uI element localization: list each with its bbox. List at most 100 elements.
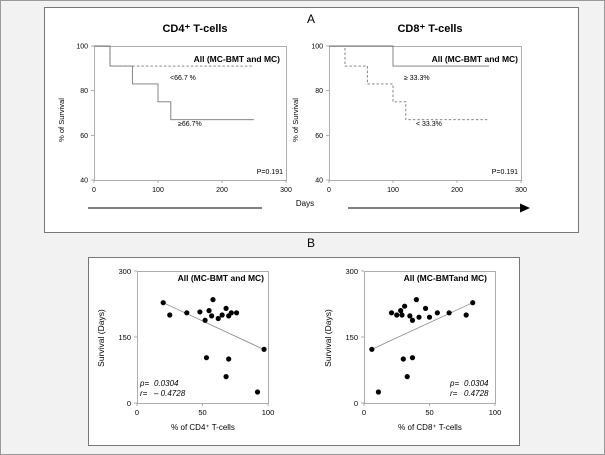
scatter-cd8-ylabel: Survival (Days) xyxy=(323,309,333,367)
km-x-tick-label: 0 xyxy=(92,187,96,194)
km-series-line xyxy=(329,45,489,67)
km-cd4-title: CD4⁺ T-cells xyxy=(162,23,227,35)
scatter-point xyxy=(399,312,405,318)
scatter-cd8-xlabel: % of CD8⁺ T-cells xyxy=(398,423,462,432)
panel-a-frame xyxy=(44,7,579,233)
scatter-point xyxy=(160,300,166,306)
scatter-cd4-p-value: 0.0304 xyxy=(154,379,179,388)
scatter-cd4-ylabel: Survival (Days) xyxy=(96,309,106,367)
scatter-chart-cd4: All (MC-BMT and MC) Survival (Days) % of… xyxy=(96,267,274,432)
scatter-y-tick-label: 300 xyxy=(345,267,358,276)
km-cd8-title: CD8⁺ T-cells xyxy=(397,23,462,35)
km-cd8-plot-frame xyxy=(329,46,522,181)
scatter-point xyxy=(202,317,208,323)
scatter-x-tick-label: 0 xyxy=(135,408,139,417)
scatter-y-tick-label: 300 xyxy=(118,267,131,276)
km-series-line xyxy=(94,45,254,67)
km-x-tick-label: 300 xyxy=(515,187,527,194)
km-y-tick-label: 60 xyxy=(315,133,323,140)
scatter-cd8-p-label: p= xyxy=(449,379,459,388)
scatter-point xyxy=(261,346,267,352)
scatter-point xyxy=(446,310,452,316)
scatter-point xyxy=(470,300,476,306)
scatter-cd8-box-label: All (MC-BMTand MC) xyxy=(404,273,488,283)
panel-a-label: A xyxy=(307,12,315,26)
km-cd4-box-label: All (MC-BMT and MC) xyxy=(194,54,281,64)
scatter-point xyxy=(416,314,422,320)
km-x-tick-label: 100 xyxy=(387,187,399,194)
scatter-cd8-r-label: r= xyxy=(450,389,458,398)
scatter-x-tick-label: 100 xyxy=(489,408,502,417)
scatter-cd4-r-value: – 0.4728 xyxy=(153,389,186,398)
km-series-line xyxy=(329,45,489,121)
scatter-y-tick-label: 0 xyxy=(354,399,358,408)
scatter-cd4-xlabel: % of CD4⁺ T-cells xyxy=(171,423,235,432)
km-cd4-plot-frame xyxy=(94,46,287,181)
scatter-point xyxy=(375,389,382,395)
km-y-tick-label: 100 xyxy=(76,44,88,51)
scatter-trend-line xyxy=(371,302,473,350)
scatter-point xyxy=(209,313,215,319)
scatter-cd8-plot-frame xyxy=(364,271,496,404)
km-y-tick-label: 80 xyxy=(80,88,88,95)
km-series-label: <66.7 % xyxy=(170,75,196,82)
scatter-chart-cd8: All (MC-BMTand MC) Survival (Days) % of … xyxy=(323,267,501,432)
scatter-x-tick-label: 100 xyxy=(262,408,275,417)
panel-b-label: B xyxy=(307,236,315,250)
scatter-point xyxy=(215,315,221,322)
scatter-point xyxy=(422,305,429,311)
scatter-point xyxy=(404,374,410,380)
scatter-point xyxy=(254,389,261,395)
km-cd8-box-label: All (MC-BMT and MC) xyxy=(432,54,519,64)
km-chart-cd4: CD4⁺ T-cells All (MC-BMT and MC) P=0.191… xyxy=(57,23,292,194)
scatter-point xyxy=(409,317,416,323)
km-x-tick-label: 200 xyxy=(216,187,228,194)
scatter-point xyxy=(388,310,395,316)
scatter-cd4-r-label: r= xyxy=(140,389,148,398)
km-y-tick-label: 100 xyxy=(311,44,323,51)
scatter-x-tick-label: 50 xyxy=(425,408,433,417)
scatter-point xyxy=(184,310,190,316)
scatter-point xyxy=(226,356,232,362)
km-series-line xyxy=(94,45,254,121)
scatter-point xyxy=(407,313,413,319)
km-y-tick-label: 80 xyxy=(315,88,323,95)
scatter-point xyxy=(203,355,210,361)
km-series-label: ≥66.7% xyxy=(178,121,202,128)
panel-b-frame xyxy=(88,257,520,446)
days-axis-label: Days xyxy=(296,199,314,208)
km-x-tick-label: 100 xyxy=(152,187,164,194)
scatter-point xyxy=(426,314,433,320)
scatter-x-tick-label: 50 xyxy=(198,408,206,417)
scatter-cd8-p-value: 0.0304 xyxy=(464,379,489,388)
scatter-point xyxy=(206,308,212,314)
scatter-point xyxy=(463,312,469,318)
scatter-point xyxy=(369,346,375,352)
km-y-tick-label: 40 xyxy=(315,178,323,185)
scatter-cd8-r-value: 0.4728 xyxy=(464,389,489,398)
scatter-y-tick-label: 150 xyxy=(118,333,131,342)
scatter-y-tick-label: 0 xyxy=(127,399,131,408)
scatter-point xyxy=(167,312,173,318)
km-series-label: < 33.3% xyxy=(416,121,442,128)
km-chart-cd8: CD8⁺ T-cells All (MC-BMT and MC) P=0.191… xyxy=(291,23,527,194)
scatter-point xyxy=(210,297,216,303)
km-x-tick-label: 0 xyxy=(327,187,331,194)
km-x-tick-label: 300 xyxy=(280,187,292,194)
km-y-tick-label: 60 xyxy=(80,133,88,140)
scatter-y-tick-label: 150 xyxy=(345,333,358,342)
km-cd8-ylabel: % of Survival xyxy=(291,98,300,142)
scatter-cd4-box-label: All (MC-BMT and MC) xyxy=(178,273,265,283)
scatter-point xyxy=(413,297,419,303)
scatter-point xyxy=(409,355,416,361)
scatter-point xyxy=(233,310,240,316)
scatter-point xyxy=(394,312,400,318)
scatter-point xyxy=(434,310,440,316)
scatter-cd4-p-label: p= xyxy=(139,379,149,388)
scatter-point xyxy=(228,310,234,316)
km-cd4-pvalue: P=0.191 xyxy=(257,169,283,176)
km-series-label: ≥ 33.3% xyxy=(404,75,430,82)
km-cd8-pvalue: P=0.191 xyxy=(492,169,518,176)
km-cd4-ylabel: % of Survival xyxy=(57,98,66,142)
